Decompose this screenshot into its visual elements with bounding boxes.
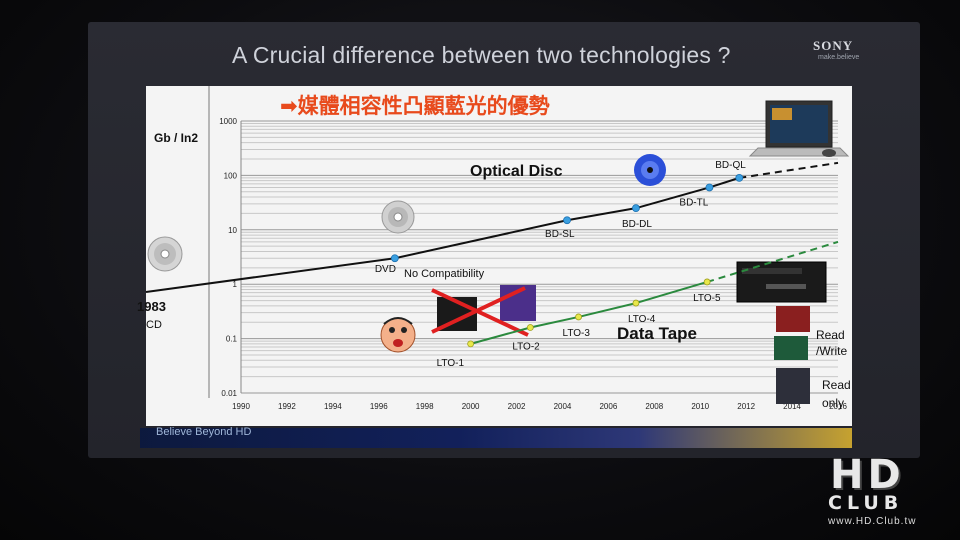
- x-tick-label: 1994: [324, 402, 342, 411]
- cross-icon: [431, 286, 529, 337]
- ro-cartridge-icon: [776, 368, 810, 404]
- tape-point-label: LTO-1: [437, 358, 465, 369]
- footer-bar: [140, 428, 852, 448]
- tape-point-label: LTO-3: [563, 328, 591, 339]
- bluray-disc-icon: [634, 154, 666, 186]
- dvd-disc-icon: [381, 200, 415, 234]
- tape-point: [575, 313, 582, 321]
- x-tick-label: 2010: [691, 402, 709, 411]
- x-tick-label: 2000: [462, 402, 480, 411]
- y-tick-label: 100: [224, 171, 238, 180]
- chart-labels: DVD BD-SL BD-DL BD-TL BD-QL LTO-1 LTO-2 LTO-3 LT…: [375, 160, 746, 369]
- start-media-label: CD: [146, 319, 162, 331]
- data-tape-projection: [706, 240, 839, 283]
- optical-point: [705, 183, 714, 192]
- tape-drive-icon: [736, 261, 827, 303]
- x-tick-label: 1992: [278, 402, 296, 411]
- x-tick-label: 2002: [508, 402, 526, 411]
- optical-point-label: BD-SL: [545, 229, 575, 240]
- x-tick-label: 2014: [783, 402, 801, 411]
- optical-series-label: Optical Disc: [470, 163, 563, 180]
- hd-club-watermark: HD CLUB www.HD.Club.tw: [814, 452, 954, 532]
- optical-point: [390, 254, 399, 263]
- optical-point-label: BD-TL: [679, 197, 708, 208]
- tape-point-label: LTO-4: [628, 314, 656, 325]
- watermark-big: HD: [830, 452, 905, 498]
- x-tick-label: 2012: [737, 402, 755, 411]
- tape-point: [526, 324, 534, 331]
- old-cartridges-icon: [437, 285, 536, 331]
- x-tick-label: 1998: [416, 402, 434, 411]
- slide-footer: Believe Beyond HD: [156, 426, 252, 438]
- optical-point-label: DVD: [375, 264, 396, 275]
- x-tick-label: 2016: [829, 402, 847, 411]
- read-write-label: Read /Write: [816, 328, 848, 358]
- watermark-url: www.HD.Club.tw: [828, 516, 917, 527]
- tape-series-label: Data Tape: [617, 324, 697, 343]
- tape-point: [467, 340, 475, 348]
- x-tick-label: 2004: [554, 402, 572, 411]
- read-only-label: Read only: [822, 378, 851, 410]
- optical-disc-projection: [739, 161, 839, 179]
- optical-point-label: BD-QL: [715, 160, 746, 171]
- optical-point: [735, 173, 744, 182]
- rw-cartridges-icon: [774, 306, 810, 360]
- chart-ticks: 1000 100 10 1 0.1 0.01 1990 1992 1994 1996 1998 200…: [219, 117, 847, 411]
- optical-point-label: BD-DL: [622, 219, 652, 230]
- laptop-icon: [748, 100, 850, 157]
- decorations: [147, 100, 850, 404]
- optical-disc-line: [145, 176, 740, 293]
- crying-face-icon: [380, 317, 416, 353]
- watermark-sub: CLUB: [828, 492, 904, 514]
- x-tick-label: 1990: [232, 402, 250, 411]
- chart-series: [145, 161, 839, 348]
- x-tick-label: 1996: [370, 402, 388, 411]
- y-tick-label: 10: [228, 226, 237, 235]
- x-tick-label: 2006: [599, 402, 617, 411]
- cd-disc-icon: [147, 236, 183, 272]
- y-tick-label: 1000: [219, 117, 237, 126]
- chart-grid: [240, 120, 838, 394]
- banner-text: ➡媒體相容性凸顯藍光的優勢: [280, 94, 550, 118]
- optical-point: [632, 204, 640, 213]
- sony-tagline: make.believe: [818, 54, 860, 61]
- start-year-label: 1983: [137, 299, 166, 314]
- x-tick-label: 2008: [645, 402, 663, 411]
- tape-point-label: LTO-5: [693, 293, 721, 304]
- tape-point-label: LTO-2: [512, 341, 540, 352]
- tape-point: [703, 278, 711, 286]
- y-axis-label: Gb / In2: [154, 131, 199, 145]
- slide-title: A Crucial difference between two technol…: [232, 42, 731, 68]
- y-tick-label: 0.1: [226, 335, 238, 344]
- no-compat-label: No Compatibility: [404, 268, 485, 280]
- y-tick-label: 0.01: [221, 389, 237, 398]
- y-tick-label: 1: [233, 280, 238, 289]
- sony-logo: SONY: [813, 38, 854, 53]
- optical-point: [563, 216, 571, 225]
- tape-point: [632, 299, 640, 307]
